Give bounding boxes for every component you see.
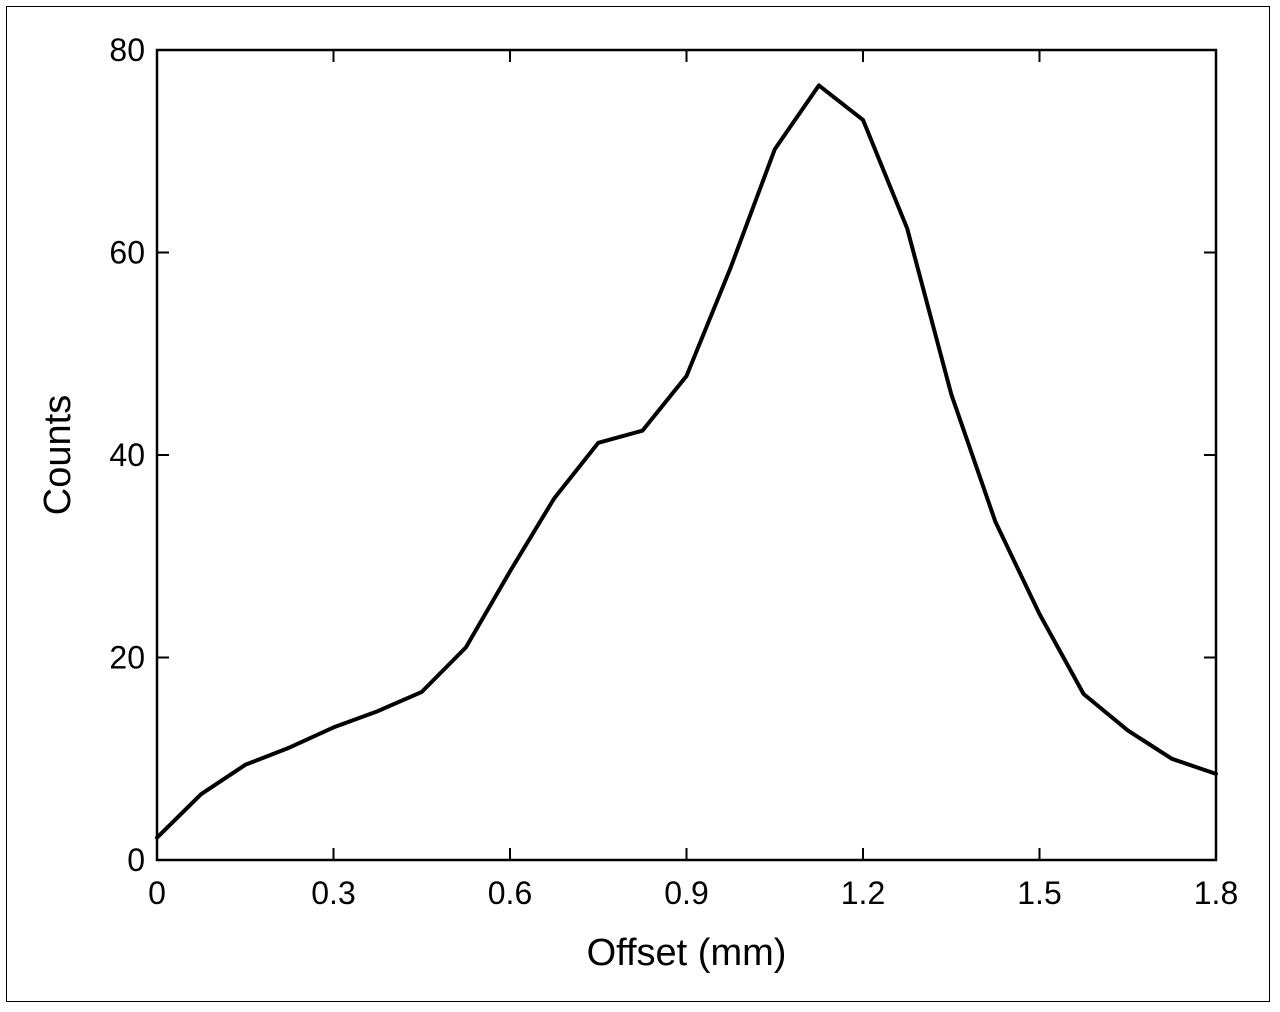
y-tick-label: 20 — [109, 640, 145, 676]
x-axis-label: Offset (mm) — [587, 932, 787, 974]
x-axis: 0 0.3 0.6 0.9 1.2 1.5 1.8 — [148, 50, 1238, 911]
y-axis-label: Counts — [37, 395, 79, 515]
y-tick-label: 40 — [109, 437, 145, 473]
y-tick-label: 0 — [127, 842, 145, 878]
x-tick-label: 1.2 — [841, 875, 885, 911]
x-tick-label: 1.5 — [1017, 875, 1061, 911]
series-line — [155, 83, 1218, 840]
x-tick-label: 0 — [148, 875, 166, 911]
y-axis: 0 20 40 60 80 — [109, 32, 1216, 878]
chart-frame — [6, 6, 1270, 1002]
y-tick-label: 80 — [109, 32, 145, 68]
y-tick-label: 60 — [109, 235, 145, 271]
plot-area — [155, 48, 1218, 862]
x-tick-label: 0.3 — [311, 875, 355, 911]
x-tick-label: 0.9 — [664, 875, 708, 911]
x-tick-label: 1.8 — [1194, 875, 1238, 911]
x-tick-label: 0.6 — [488, 875, 532, 911]
